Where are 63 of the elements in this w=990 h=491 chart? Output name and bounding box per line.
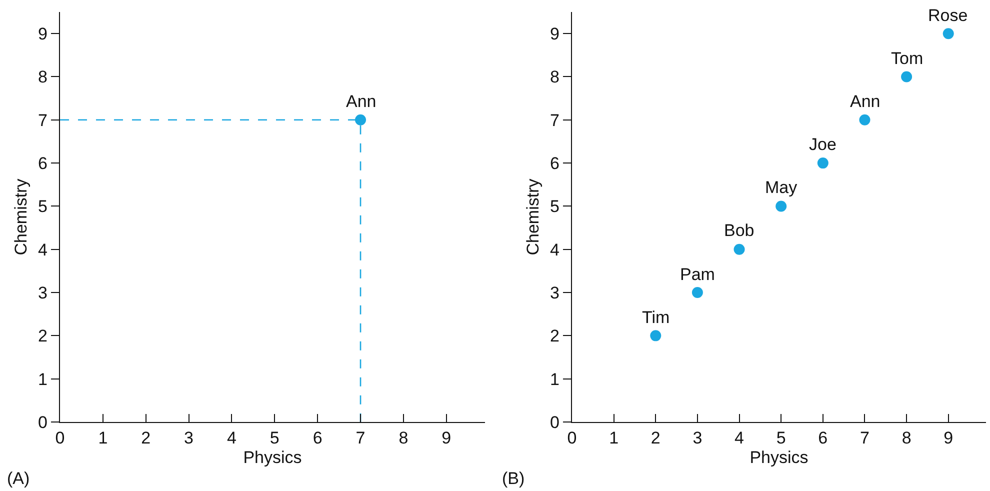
y-tick-label: 8 [550,68,560,87]
y-tick-label: 7 [550,110,560,130]
y-axis-title: Chemistry [12,178,31,256]
text: (B) [502,469,525,488]
annotation: Ann [346,92,376,111]
y-tick-label: 0 [550,412,560,432]
x-tick-label: 3 [184,428,194,448]
x-axis-title: Physics [750,448,808,467]
point [692,287,703,298]
x-tick-label: 4 [734,428,744,448]
annotation: Pam [680,265,715,284]
y-axis-title: Chemistry [524,178,543,256]
x-tick-label: 6 [818,428,828,448]
x-tick-label: 1 [98,428,108,448]
annotation: Rose [928,6,968,25]
y-tick-label: 7 [38,110,48,130]
y-tick-label: 6 [38,154,48,173]
x-tick-label: 3 [692,428,702,448]
x-tick-label: 5 [270,428,280,448]
x-tick-label: 2 [650,428,660,448]
annotation: May [765,178,798,197]
x-tick-label: 8 [902,428,912,448]
text: (A) [7,469,30,488]
x-tick-label: 0 [55,428,65,448]
y-tick-label: 3 [38,283,48,302]
x-tick-label: 9 [442,428,452,448]
point [650,330,662,342]
y-tick-label: 1 [38,370,48,389]
annotation: Joe [809,135,836,154]
x-tick-label: 7 [356,428,366,448]
x-tick-label: 7 [860,428,870,448]
point [776,200,787,212]
x-tick-label: 6 [312,428,322,448]
y-tick-label: 5 [550,197,560,216]
y-tick-label: 5 [38,197,48,216]
x-tick-label: 1 [609,428,619,448]
x-axis-title: Physics [243,448,302,467]
point [734,244,745,255]
x-tick-label: 5 [776,428,786,448]
x-tick-label: 9 [944,428,954,448]
y-tick-label: 6 [550,154,560,173]
y-tick-label: 0 [38,412,48,432]
x-tick-label: 4 [226,428,236,448]
annotation: Bob [724,221,754,240]
y-tick-label: 2 [550,326,560,346]
annotation: Ann [850,92,880,111]
point [942,28,954,40]
x-tick-label: 0 [567,428,577,448]
x-tick-label: 8 [398,428,408,448]
annotation: Tom [891,49,924,68]
y-tick-label: 1 [550,370,560,389]
annotation: Tim [642,308,670,327]
y-tick-label: 9 [550,24,560,44]
x-tick-label: 2 [141,428,151,448]
y-tick-label: 3 [550,283,560,302]
y-tick-label: 2 [38,326,48,346]
point [901,71,912,82]
y-tick-label: 8 [38,68,48,87]
y-tick-label: 9 [38,24,48,44]
y-tick-label: 4 [550,240,560,260]
point [859,114,870,126]
point [817,158,828,169]
y-tick-label: 4 [38,240,48,260]
